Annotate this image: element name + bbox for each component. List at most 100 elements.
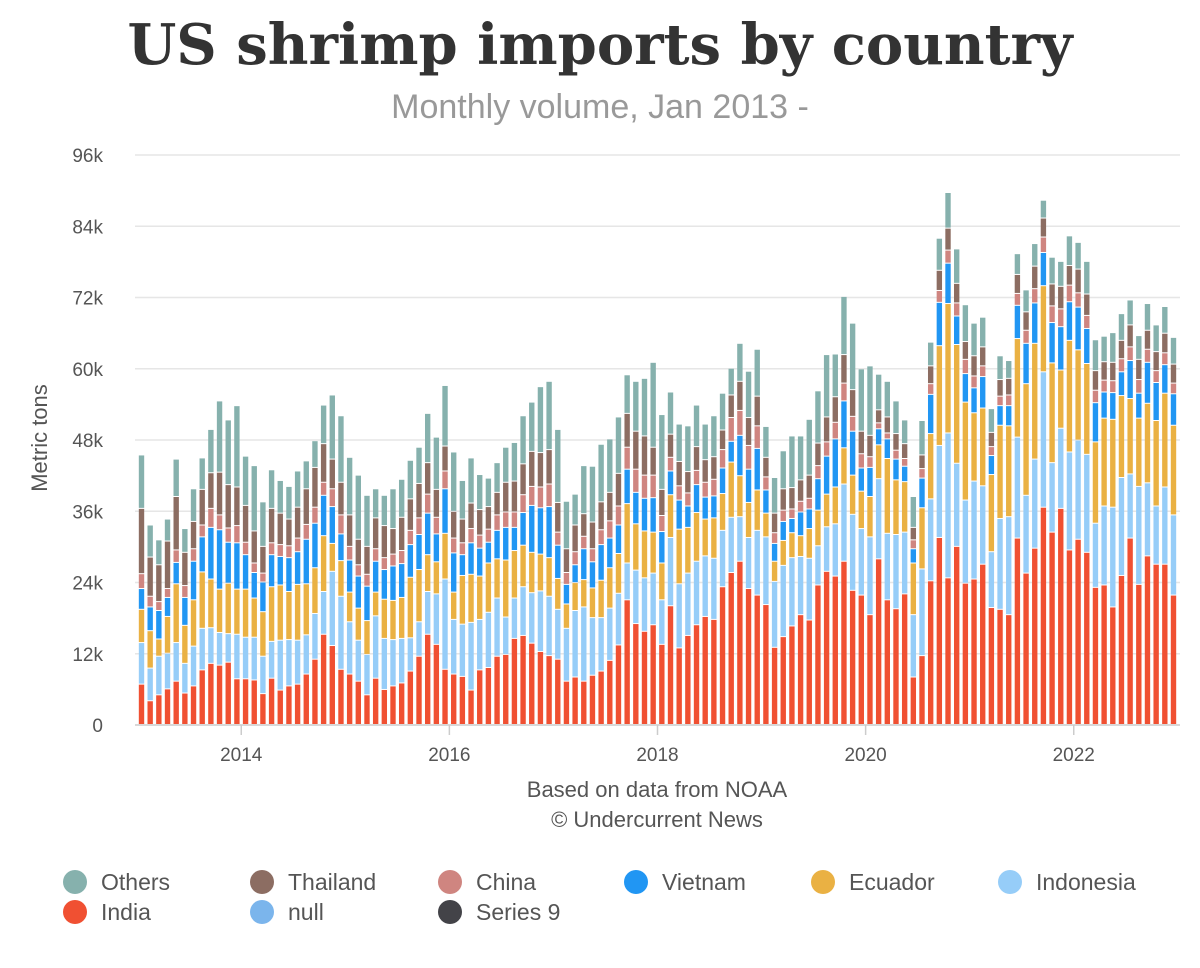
bar-ecuador bbox=[355, 608, 361, 640]
bar-others bbox=[797, 436, 804, 480]
bar-vietnam bbox=[511, 527, 518, 551]
bar-vietnam bbox=[364, 586, 370, 621]
bar-vietnam bbox=[797, 512, 804, 536]
bar-ecuador bbox=[424, 555, 431, 591]
bar-china bbox=[164, 589, 171, 597]
bar-thailand bbox=[251, 531, 257, 563]
bar-thailand bbox=[398, 517, 405, 551]
bar-china bbox=[381, 558, 388, 570]
bar-indonesia bbox=[693, 561, 700, 625]
bar-thailand bbox=[459, 519, 466, 543]
bar-china bbox=[737, 410, 743, 435]
bar-vietnam bbox=[1170, 394, 1177, 425]
bar-china bbox=[659, 516, 665, 532]
bar-indonesia bbox=[962, 500, 969, 583]
bar-china bbox=[1144, 349, 1151, 362]
bar-indonesia bbox=[971, 481, 977, 579]
bar-india bbox=[867, 615, 873, 724]
bar-indonesia bbox=[182, 663, 188, 693]
bar-indonesia bbox=[1006, 517, 1012, 615]
bar-indonesia bbox=[719, 530, 726, 587]
bar-others bbox=[364, 495, 370, 546]
bar-india bbox=[1075, 539, 1081, 724]
bar-india bbox=[355, 681, 361, 724]
bar-thailand bbox=[416, 483, 422, 518]
bar-indonesia bbox=[1049, 463, 1055, 532]
legend-label: Others bbox=[101, 869, 170, 895]
bar-others bbox=[589, 466, 596, 522]
bar-india bbox=[980, 564, 986, 724]
bar-indonesia bbox=[1066, 452, 1073, 550]
bar-thailand bbox=[1101, 362, 1107, 380]
bar-indonesia bbox=[338, 596, 344, 669]
bar-china bbox=[173, 550, 179, 562]
bar-indonesia bbox=[641, 578, 648, 631]
bar-ecuador bbox=[910, 563, 917, 615]
bar-china bbox=[945, 250, 951, 263]
bar-indonesia bbox=[433, 594, 440, 644]
bar-thailand bbox=[624, 413, 630, 447]
bar-indonesia bbox=[190, 646, 197, 686]
legend-label: Thailand bbox=[288, 869, 376, 895]
bar-india bbox=[346, 674, 353, 724]
bar-thailand bbox=[572, 525, 578, 552]
bar-china bbox=[1101, 380, 1107, 392]
legend-label: India bbox=[101, 899, 151, 925]
bar-others bbox=[728, 368, 734, 395]
bar-vietnam bbox=[320, 495, 327, 536]
bar-indonesia bbox=[659, 600, 665, 644]
y-tick-label: 36k bbox=[72, 502, 103, 523]
bar-ecuador bbox=[563, 604, 570, 628]
bar-thailand bbox=[268, 508, 275, 543]
bar-china bbox=[329, 489, 335, 507]
bar-vietnam bbox=[338, 534, 344, 561]
bar-thailand bbox=[260, 546, 266, 573]
bar-vietnam bbox=[1084, 328, 1090, 363]
bar-india bbox=[208, 663, 214, 724]
bar-ecuador bbox=[728, 462, 734, 517]
bar-vietnam bbox=[242, 555, 249, 589]
bar-others bbox=[424, 413, 431, 463]
bar-vietnam bbox=[277, 556, 283, 585]
bar-ecuador bbox=[971, 413, 977, 481]
bar-ecuador bbox=[1084, 364, 1090, 454]
bar-others bbox=[667, 392, 674, 434]
bar-vietnam bbox=[529, 505, 535, 552]
bar-thailand bbox=[849, 390, 856, 416]
bar-thailand bbox=[225, 485, 231, 528]
bar-vietnam bbox=[1136, 393, 1142, 418]
bar-indonesia bbox=[173, 643, 179, 681]
bar-indonesia bbox=[667, 537, 674, 606]
bar-ecuador bbox=[988, 475, 995, 552]
bar-ecuador bbox=[633, 524, 639, 570]
bar-india bbox=[1153, 564, 1159, 724]
bar-ecuador bbox=[225, 583, 231, 634]
bar-ecuador bbox=[1014, 339, 1021, 437]
bar-indonesia bbox=[780, 565, 786, 637]
bar-thailand bbox=[303, 489, 309, 524]
bar-india bbox=[451, 674, 457, 724]
bar-vietnam bbox=[329, 507, 335, 543]
bar-india bbox=[372, 678, 379, 724]
bar-ecuador bbox=[832, 487, 838, 524]
bar-others bbox=[945, 193, 951, 228]
bar-indonesia bbox=[624, 563, 630, 600]
bar-others bbox=[338, 416, 344, 482]
legend-marker bbox=[63, 870, 87, 894]
bar-ecuador bbox=[1110, 419, 1116, 507]
bar-indonesia bbox=[294, 640, 301, 684]
bar-others bbox=[919, 421, 925, 455]
bar-vietnam bbox=[832, 439, 838, 487]
bar-thailand bbox=[589, 522, 596, 549]
bar-thailand bbox=[633, 431, 639, 469]
bar-china bbox=[927, 384, 934, 394]
bar-ecuador bbox=[416, 570, 422, 622]
bar-thailand bbox=[945, 228, 951, 250]
y-axis-title: Metric tons bbox=[27, 384, 52, 492]
bar-ecuador bbox=[641, 531, 648, 578]
bar-indonesia bbox=[459, 624, 466, 676]
bar-ecuador bbox=[676, 529, 682, 584]
bar-ecuador bbox=[485, 563, 492, 612]
bar-indonesia bbox=[676, 584, 682, 648]
bar-vietnam bbox=[633, 492, 639, 524]
